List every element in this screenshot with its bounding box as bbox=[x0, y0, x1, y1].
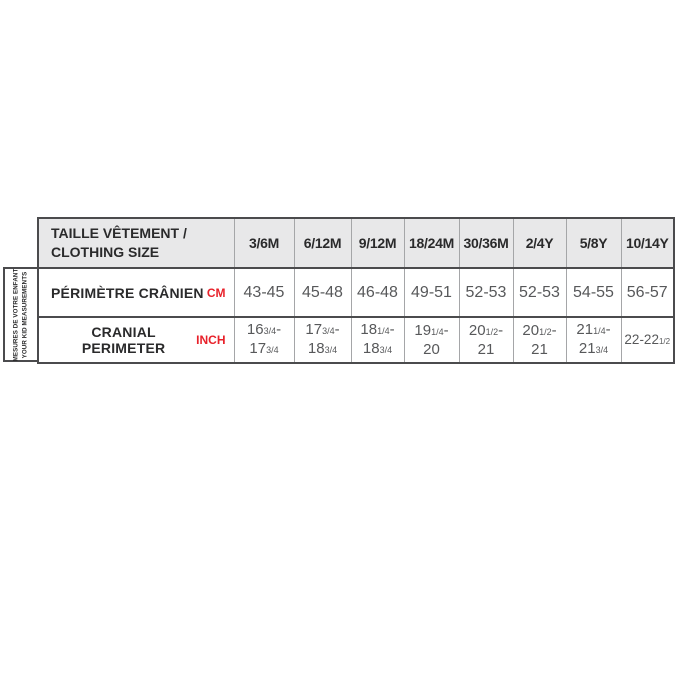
value-cell: 22-221/2 bbox=[620, 317, 674, 363]
data-row-inch: CRANIAL PERIMETER INCH 163/4- 173/4 173/4- 18… bbox=[38, 317, 674, 363]
unit-label: INCH bbox=[196, 333, 226, 347]
fraction: 1/4 bbox=[593, 326, 606, 336]
value-cell: 173/4- 183/4 bbox=[293, 317, 351, 363]
value-cell: 49-51 bbox=[403, 268, 459, 318]
fraction: 1/2 bbox=[485, 327, 499, 337]
column-header-10-14y: 10/14Y bbox=[620, 218, 674, 269]
column-header-18-24m: 18/24M bbox=[403, 218, 459, 269]
column-header-9-12m: 9/12M bbox=[350, 218, 404, 269]
side-label: MESURES DE VOTRE ENFANT YOUR KID MEASURE… bbox=[13, 268, 30, 361]
column-header-5-8y: 5/8Y bbox=[565, 218, 621, 269]
side-label-line1: MESURES DE VOTRE ENFANT bbox=[12, 268, 20, 361]
column-header-6-12m: 6/12M bbox=[293, 218, 351, 269]
unit-label: CM bbox=[206, 285, 226, 300]
fraction: 3/4 bbox=[263, 326, 277, 336]
fraction: 3/4 bbox=[322, 326, 335, 336]
table-body: PÉRIMÈTRE CRÂNIEN CM 43-45 45-48 46-48 49-51 5… bbox=[38, 268, 674, 363]
value-cell: 56-57 bbox=[620, 268, 674, 318]
value-cell: 45-48 bbox=[293, 268, 351, 318]
row-label-cm: PÉRIMÈTRE CRÂNIEN CM bbox=[38, 268, 234, 318]
fraction: 1/4 bbox=[431, 327, 444, 337]
size-chart-table: TAILLE VÊTEMENT / CLOTHING SIZE 3/6M 6/12… bbox=[37, 217, 675, 364]
value-cell: 201/2- 21 bbox=[458, 317, 513, 363]
fraction: 3/4 bbox=[595, 345, 609, 355]
value-cell: 52-53 bbox=[458, 268, 513, 318]
row-label-text: PÉRIMÈTRE CRÂNIEN bbox=[51, 284, 204, 301]
side-label-line2: YOUR KID MEASUREMENTS bbox=[21, 271, 28, 358]
fraction: 1/4 bbox=[377, 326, 390, 336]
value-cell: 211/4- 213/4 bbox=[565, 317, 621, 363]
table-title-line2: CLOTHING SIZE bbox=[51, 244, 160, 260]
column-header-3-6m: 3/6M bbox=[233, 218, 294, 269]
value-cell: 163/4- 173/4 bbox=[233, 317, 294, 363]
fraction: 3/4 bbox=[379, 345, 393, 355]
row-label-inch: CRANIAL PERIMETER INCH bbox=[38, 317, 234, 363]
header-row: TAILLE VÊTEMENT / CLOTHING SIZE 3/6M 6/12… bbox=[38, 218, 674, 269]
value-cell: 52-53 bbox=[512, 268, 566, 318]
fraction: 3/4 bbox=[266, 345, 279, 355]
row-label-text: CRANIAL PERIMETER bbox=[81, 324, 166, 356]
table-title: TAILLE VÊTEMENT / CLOTHING SIZE bbox=[38, 218, 234, 269]
value-cell: 46-48 bbox=[350, 268, 404, 318]
value-cell: 54-55 bbox=[565, 268, 621, 318]
side-bracket: MESURES DE VOTRE ENFANT YOUR KID MEASURE… bbox=[3, 267, 37, 362]
column-header-30-36m: 30/36M bbox=[458, 218, 513, 269]
value-cell: 43-45 bbox=[233, 268, 294, 318]
value-cell: 201/2- 21 bbox=[512, 317, 566, 363]
fraction: 1/2 bbox=[539, 327, 552, 337]
data-row-cm: PÉRIMÈTRE CRÂNIEN CM 43-45 45-48 46-48 49-51 5… bbox=[38, 268, 674, 318]
value-cell: 181/4- 183/4 bbox=[350, 317, 404, 363]
table-title-line1: TAILLE VÊTEMENT / bbox=[51, 225, 187, 241]
fraction: 1/2 bbox=[658, 336, 671, 346]
fraction: 3/4 bbox=[324, 345, 338, 355]
column-header-2-4y: 2/4Y bbox=[512, 218, 566, 269]
value-cell: 191/4- 20 bbox=[403, 317, 459, 363]
